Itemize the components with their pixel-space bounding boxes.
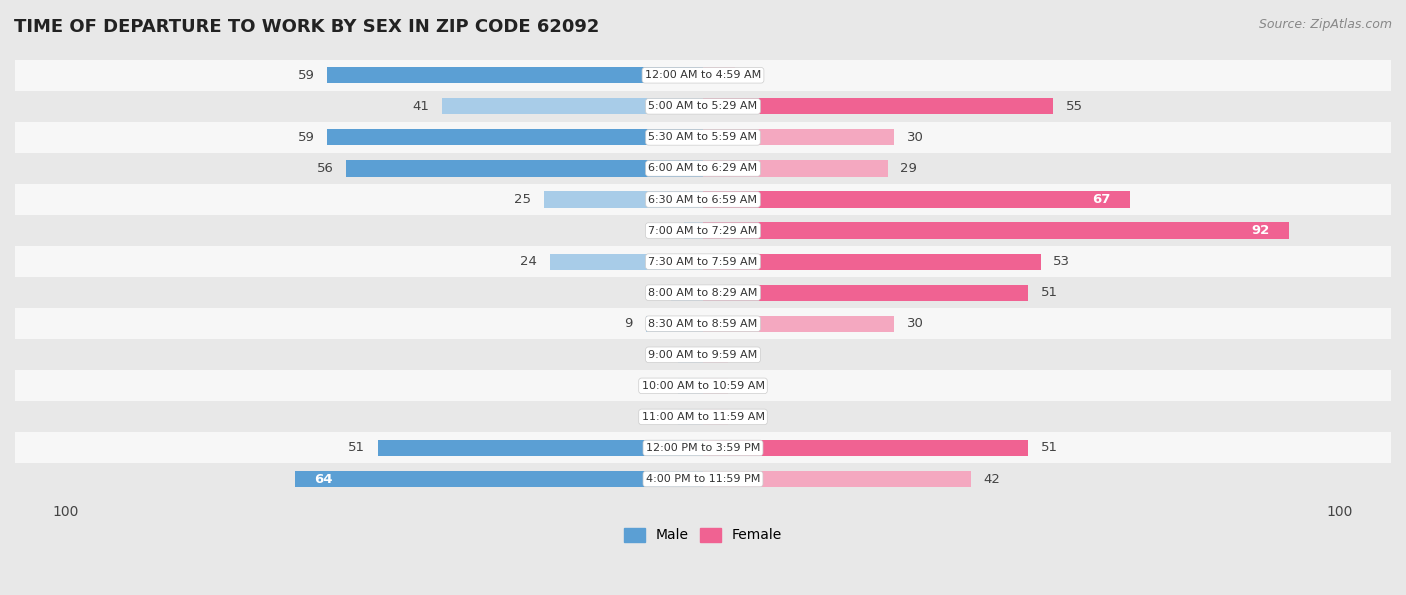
Text: 24: 24 xyxy=(520,255,537,268)
Text: 67: 67 xyxy=(1092,193,1111,206)
Text: 51: 51 xyxy=(1040,441,1057,455)
Bar xyxy=(703,378,728,394)
Bar xyxy=(0,402,1406,433)
Text: 42: 42 xyxy=(983,472,1000,486)
Bar xyxy=(703,284,1028,300)
Text: 5:30 AM to 5:59 AM: 5:30 AM to 5:59 AM xyxy=(648,133,758,142)
Bar xyxy=(703,161,887,177)
Text: 0: 0 xyxy=(716,380,724,392)
Text: 53: 53 xyxy=(1053,255,1070,268)
Text: 5:00 AM to 5:29 AM: 5:00 AM to 5:29 AM xyxy=(648,101,758,111)
Bar xyxy=(678,378,703,394)
Text: 12:00 AM to 4:59 AM: 12:00 AM to 4:59 AM xyxy=(645,70,761,80)
Text: 51: 51 xyxy=(1040,286,1057,299)
Bar xyxy=(703,223,1289,239)
Bar xyxy=(703,347,728,363)
Text: TIME OF DEPARTURE TO WORK BY SEX IN ZIP CODE 62092: TIME OF DEPARTURE TO WORK BY SEX IN ZIP … xyxy=(14,18,599,36)
Text: 0: 0 xyxy=(682,411,690,424)
Bar xyxy=(671,284,703,300)
Text: 12:00 PM to 3:59 PM: 12:00 PM to 3:59 PM xyxy=(645,443,761,453)
Bar xyxy=(0,370,1406,402)
Text: 8:00 AM to 8:29 AM: 8:00 AM to 8:29 AM xyxy=(648,287,758,298)
Bar xyxy=(0,60,1406,91)
Text: 0: 0 xyxy=(716,348,724,361)
Bar xyxy=(0,308,1406,339)
Text: 6:00 AM to 6:29 AM: 6:00 AM to 6:29 AM xyxy=(648,164,758,174)
Bar xyxy=(0,433,1406,464)
Bar xyxy=(703,316,894,332)
Text: 0: 0 xyxy=(682,348,690,361)
Bar xyxy=(0,464,1406,494)
Bar xyxy=(295,471,703,487)
Bar xyxy=(0,246,1406,277)
Bar xyxy=(328,129,703,145)
Text: 92: 92 xyxy=(1251,224,1270,237)
Bar xyxy=(0,122,1406,153)
Text: 64: 64 xyxy=(315,472,333,486)
Bar xyxy=(703,253,1040,270)
Bar xyxy=(0,339,1406,370)
Text: 4:00 PM to 11:59 PM: 4:00 PM to 11:59 PM xyxy=(645,474,761,484)
Bar xyxy=(0,215,1406,246)
Text: 7:00 AM to 7:29 AM: 7:00 AM to 7:29 AM xyxy=(648,226,758,236)
Text: 5: 5 xyxy=(650,286,658,299)
Bar xyxy=(328,67,703,83)
Text: 56: 56 xyxy=(316,162,333,175)
Bar xyxy=(703,129,894,145)
Bar xyxy=(703,471,970,487)
Text: 30: 30 xyxy=(907,131,924,144)
Text: 51: 51 xyxy=(349,441,366,455)
Text: 0: 0 xyxy=(682,380,690,392)
Bar xyxy=(703,67,735,83)
Text: 11:00 AM to 11:59 AM: 11:00 AM to 11:59 AM xyxy=(641,412,765,422)
Text: 30: 30 xyxy=(907,317,924,330)
Bar xyxy=(346,161,703,177)
Text: 3: 3 xyxy=(662,224,671,237)
Bar xyxy=(703,192,1130,208)
Text: 6:30 AM to 6:59 AM: 6:30 AM to 6:59 AM xyxy=(648,195,758,205)
Text: 9: 9 xyxy=(624,317,633,330)
Bar xyxy=(703,409,728,425)
Text: 8:30 AM to 8:59 AM: 8:30 AM to 8:59 AM xyxy=(648,319,758,328)
Text: 10:00 AM to 10:59 AM: 10:00 AM to 10:59 AM xyxy=(641,381,765,391)
Bar xyxy=(678,347,703,363)
Bar xyxy=(550,253,703,270)
Text: 9:00 AM to 9:59 AM: 9:00 AM to 9:59 AM xyxy=(648,350,758,360)
Bar xyxy=(0,153,1406,184)
Bar xyxy=(441,98,703,114)
Text: 59: 59 xyxy=(298,131,315,144)
Bar xyxy=(0,277,1406,308)
Text: 41: 41 xyxy=(412,100,429,113)
Bar xyxy=(703,440,1028,456)
Text: 59: 59 xyxy=(298,69,315,82)
Bar xyxy=(703,98,1053,114)
Text: 7:30 AM to 7:59 AM: 7:30 AM to 7:59 AM xyxy=(648,256,758,267)
Bar xyxy=(544,192,703,208)
Text: 55: 55 xyxy=(1066,100,1083,113)
Bar xyxy=(378,440,703,456)
Text: 5: 5 xyxy=(748,69,756,82)
Text: Source: ZipAtlas.com: Source: ZipAtlas.com xyxy=(1258,18,1392,31)
Bar xyxy=(678,409,703,425)
Bar xyxy=(0,184,1406,215)
Text: 29: 29 xyxy=(900,162,917,175)
Bar xyxy=(645,316,703,332)
Legend: Male, Female: Male, Female xyxy=(619,522,787,548)
Text: 0: 0 xyxy=(716,411,724,424)
Text: 25: 25 xyxy=(515,193,531,206)
Bar xyxy=(0,91,1406,122)
Bar xyxy=(683,223,703,239)
